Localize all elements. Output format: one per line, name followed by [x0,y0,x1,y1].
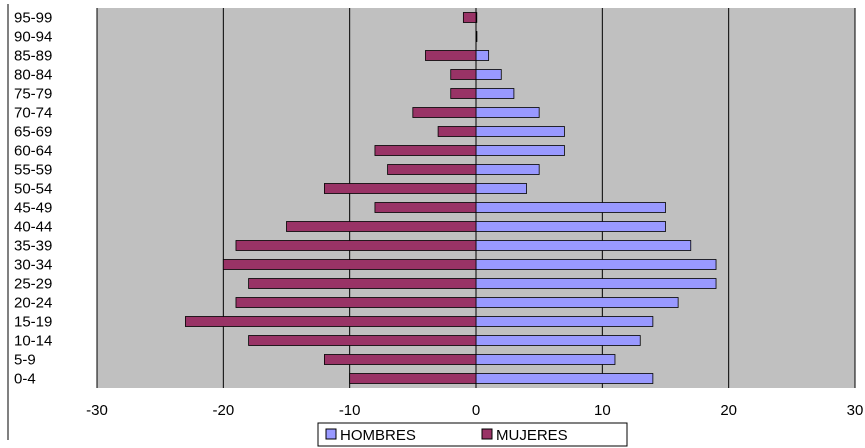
bar-hombres-85-89 [475,50,490,61]
bar-mujeres-75-79 [450,88,477,99]
y-tick-label: 10-14 [14,333,52,350]
x-tick-label: 30 [847,402,864,419]
bar-mujeres-25-29 [248,278,477,289]
legend-label-hombres: HOMBRES [340,427,416,444]
bar-hombres-80-84 [475,69,502,80]
bar-hombres-50-54 [475,183,527,194]
y-tick-label: 55-59 [14,162,52,179]
bar-hombres-75-79 [475,88,515,99]
y-tick-label: 30-34 [14,257,52,274]
bar-hombres-40-44 [475,221,666,232]
y-tick-label: 50-54 [14,181,52,198]
bar-hombres-20-24 [475,297,679,308]
bar-mujeres-60-64 [374,145,477,156]
bar-hombres-25-29 [475,278,717,289]
bars [185,12,717,384]
bar-mujeres-80-84 [450,69,477,80]
bar-mujeres-45-49 [374,202,477,213]
y-tick-label: 20-24 [14,295,52,312]
bar-hombres-30-34 [475,259,717,270]
legend-label-mujeres: MUJERES [496,427,568,444]
y-tick-label: 15-19 [14,314,52,331]
bar-hombres-65-69 [475,126,565,137]
bar-hombres-70-74 [475,107,540,118]
bar-mujeres-85-89 [425,50,477,61]
bar-mujeres-0-4 [349,373,477,384]
bar-hombres-55-59 [475,164,540,175]
y-tick-label: 80-84 [14,67,52,84]
bar-hombres-15-19 [475,316,654,327]
bar-mujeres-95-99 [462,12,477,23]
legend-swatch-hombres [325,428,337,440]
y-axis-tick-labels: 0-4 5-9 10-14 15-19 20-24 25-29 30-34 35-39 40-4… [14,10,52,388]
x-tick-label: 0 [472,402,480,419]
x-tick-label: 10 [594,402,611,419]
y-tick-label: 65-69 [14,124,52,141]
y-tick-label: 85-89 [14,48,52,65]
bar-mujeres-10-14 [248,335,477,346]
bar-hombres-60-64 [475,145,565,156]
bar-hombres-35-39 [475,240,692,251]
y-tick-label: 70-74 [14,105,52,122]
legend-swatch-mujeres [481,428,493,440]
bar-hombres-0-4 [475,373,654,384]
x-tick-label: -10 [339,402,361,419]
y-tick-label: 45-49 [14,200,52,217]
bar-mujeres-30-34 [222,259,477,270]
y-tick-label: 0-4 [14,371,36,388]
bar-mujeres-90-94 [475,31,478,42]
legend-box [317,422,628,447]
bar-mujeres-5-9 [323,354,477,365]
x-tick-label: -20 [212,402,234,419]
bar-hombres-45-49 [475,202,666,213]
x-tick-label: -30 [86,402,108,419]
bar-mujeres-20-24 [235,297,477,308]
bar-mujeres-40-44 [286,221,477,232]
bar-mujeres-70-74 [412,107,477,118]
legend: HOMBRES MUJERES [317,422,628,447]
y-tick-label: 95-99 [14,10,52,27]
bar-hombres-10-14 [475,335,641,346]
bar-mujeres-55-59 [387,164,477,175]
bar-mujeres-35-39 [235,240,477,251]
bar-mujeres-65-69 [437,126,477,137]
y-tick-label: 40-44 [14,219,52,236]
bar-mujeres-15-19 [185,316,477,327]
x-tick-label: 20 [720,402,737,419]
y-tick-label: 75-79 [14,86,52,103]
bar-hombres-5-9 [475,354,616,365]
y-tick-label: 5-9 [14,352,36,369]
y-tick-label: 35-39 [14,238,52,255]
bar-mujeres-50-54 [323,183,477,194]
y-tick-label: 90-94 [14,29,52,46]
y-tick-label: 25-29 [14,276,52,293]
y-tick-label: 60-64 [14,143,52,160]
x-axis-tick-labels: -30 -20 -10 0 10 20 30 [86,402,863,419]
